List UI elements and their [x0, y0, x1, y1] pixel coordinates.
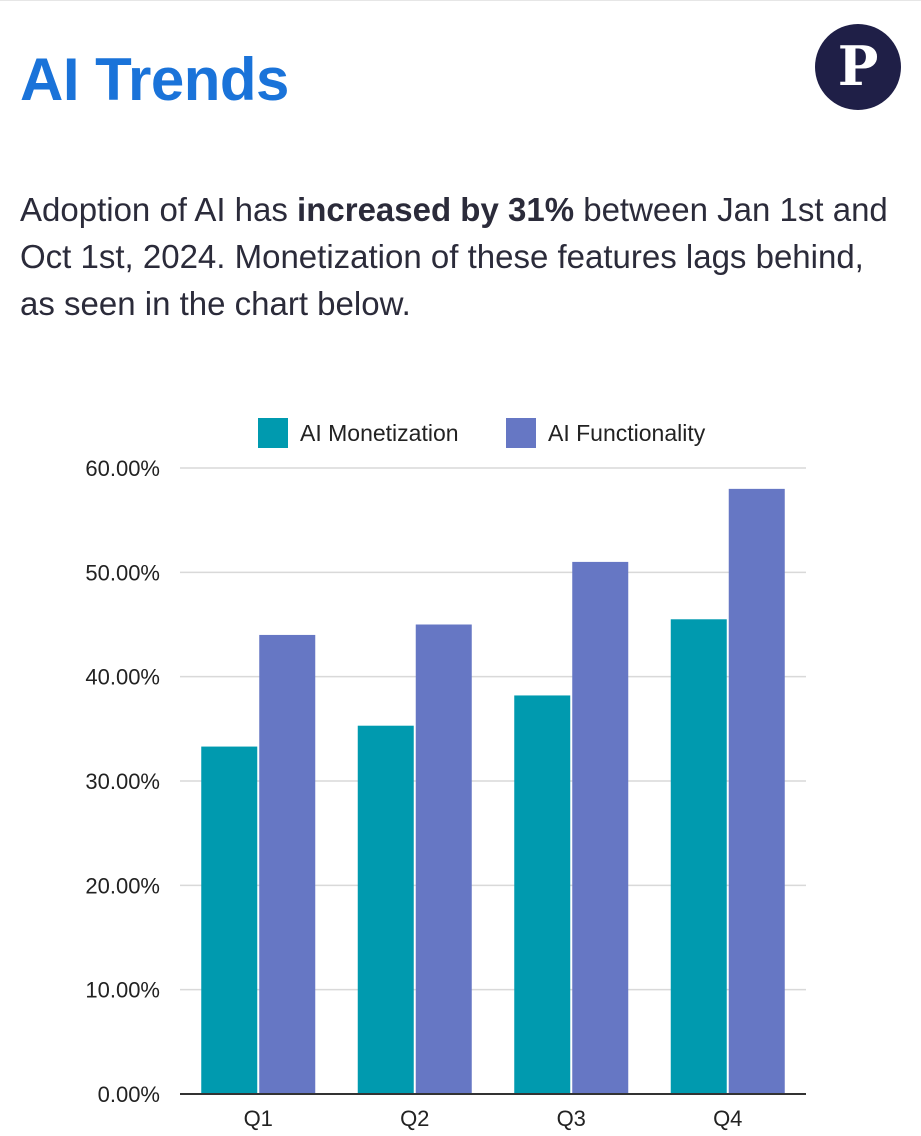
page-title: AI Trends [20, 46, 289, 113]
bar-functionality [572, 561, 629, 1094]
bar-monetization [670, 619, 727, 1094]
legend-swatch-monetization [258, 418, 288, 448]
x-tick-label: Q2 [400, 1106, 429, 1131]
bar-functionality [259, 634, 316, 1094]
chart-legend: AI Monetization AI Functionality [0, 412, 921, 452]
bar-functionality [415, 624, 472, 1094]
y-tick-label: 50.00% [85, 560, 160, 585]
x-tick-label: Q3 [557, 1106, 586, 1131]
legend-label-functionality: AI Functionality [548, 419, 706, 446]
y-tick-label: 10.00% [85, 978, 160, 1003]
legend-item-monetization: AI Monetization [258, 418, 459, 448]
y-tick-label: 0.00% [98, 1082, 160, 1107]
x-tick-label: Q1 [244, 1106, 273, 1131]
summary-text: Adoption of AI has increased by 31% betw… [20, 186, 900, 327]
y-tick-label: 20.00% [85, 873, 160, 898]
summary-text-before: Adoption of AI has [20, 191, 298, 228]
brand-logo-letter: P [837, 34, 879, 98]
x-tick-label: Q4 [713, 1106, 742, 1131]
bar-monetization [357, 725, 414, 1094]
summary-highlight: increased by 31% [297, 191, 575, 228]
legend-label-monetization: AI Monetization [300, 419, 459, 446]
y-tick-label: 40.00% [85, 665, 160, 690]
bar-functionality [728, 488, 785, 1094]
y-tick-label: 30.00% [85, 769, 160, 794]
bar-monetization [201, 746, 258, 1094]
top-divider [0, 0, 921, 1]
brand-logo: P [815, 24, 901, 110]
bar-monetization [514, 695, 571, 1094]
summary-text-after: between Jan 1st and Oct 1st, 2024. Monet… [20, 191, 888, 322]
legend-item-functionality: AI Functionality [506, 418, 705, 448]
y-tick-label: 60.00% [85, 456, 160, 481]
legend-swatch-functionality [506, 418, 536, 448]
